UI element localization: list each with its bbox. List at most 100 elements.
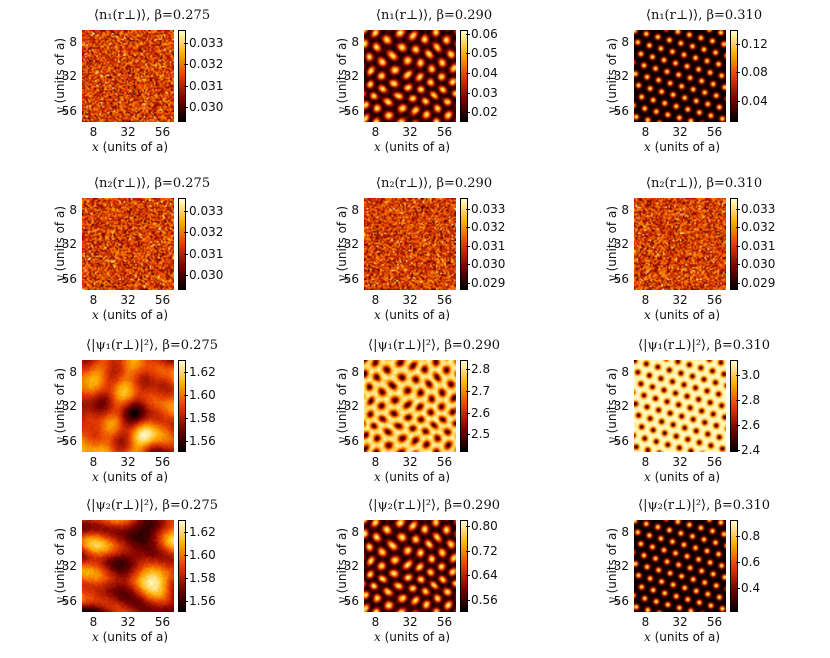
y-tick-label: 56 (61, 103, 77, 118)
heatmap-panel: ⟨n₁(r⊥)⟩, β=0.290 0.06 0.05 0.04 0.03 0.02 8 32… (330, 8, 570, 168)
y-axis-variable: y (335, 597, 349, 605)
colorbar-tick-label: 2.8 (465, 361, 491, 376)
x-axis-variable: x (643, 470, 651, 484)
y-axis-label: y (units of a) (605, 346, 619, 466)
colorbar-tick-label: 0.4 (735, 581, 761, 596)
y-tick-label: 32 (343, 399, 359, 413)
x-tick-label: 56 (154, 455, 171, 469)
y-axis-label: y (units of a) (605, 16, 619, 136)
x-axis-label: x (units of a) (622, 308, 742, 322)
x-tick-label: 8 (371, 615, 380, 629)
colorbar-tick-label: 1.56 (184, 593, 216, 608)
y-axis-unit: (units of a) (53, 367, 67, 434)
heatmap-image (634, 198, 726, 290)
x-axis-label: x (units of a) (70, 308, 190, 322)
x-tick-label: 56 (706, 455, 723, 469)
colorbar (178, 360, 186, 452)
x-axis-unit: (units of a) (102, 308, 169, 322)
y-axis-variable: y (335, 437, 349, 445)
y-tick-label: 8 (351, 364, 359, 379)
colorbar (460, 198, 468, 290)
y-axis-variable: y (53, 437, 67, 445)
x-tick-label: 32 (120, 615, 136, 629)
panel-title: ⟨|ψ₁(r⊥)|²⟩, β=0.290 (368, 338, 500, 353)
colorbar-tick-label: 0.64 (466, 568, 498, 583)
y-axis-variable: y (53, 275, 67, 283)
colorbar-tick-label: 0.030 (465, 257, 506, 272)
colorbar (178, 198, 186, 290)
panel-title: ⟨|ψ₂(r⊥)|²⟩, β=0.275 (86, 498, 218, 513)
x-axis-unit: (units of a) (102, 140, 169, 154)
x-axis-variable: x (373, 630, 381, 644)
heatmap-image (82, 30, 174, 122)
colorbar (730, 30, 738, 122)
colorbar-tick-label: 0.12 (736, 37, 768, 52)
y-tick-label: 56 (61, 593, 77, 608)
heatmap-panel: ⟨n₂(r⊥)⟩, β=0.275 0.033 0.032 0.031 0.030 8 32… (48, 176, 288, 336)
y-tick-label: 8 (69, 364, 77, 379)
heatmap-image (634, 30, 726, 122)
x-tick-label: 8 (89, 125, 98, 139)
y-tick-label: 56 (61, 271, 77, 286)
colorbar-tick-label: 3.0 (735, 367, 761, 382)
x-axis-label: x (units of a) (622, 470, 742, 484)
x-tick-label: 56 (436, 125, 453, 139)
heatmap-panel: ⟨n₂(r⊥)⟩, β=0.310 0.033 0.032 0.031 0.030 0.0… (600, 176, 830, 336)
y-tick-label: 32 (61, 399, 77, 413)
colorbar-tick-label: 2.8 (735, 392, 761, 407)
y-tick-label: 32 (61, 559, 77, 573)
colorbar-tick-label: 0.02 (466, 105, 498, 120)
y-axis-variable: y (53, 597, 67, 605)
x-tick-label: 56 (706, 125, 723, 139)
y-tick-label: 32 (343, 69, 359, 83)
x-tick-label: 32 (402, 293, 418, 307)
y-tick-label: 32 (613, 559, 629, 573)
colorbar-tick-label: 2.7 (465, 383, 491, 398)
y-axis-unit: (units of a) (335, 37, 349, 104)
x-tick-label: 8 (641, 125, 650, 139)
y-tick-label: 32 (343, 559, 359, 573)
x-tick-label: 8 (89, 615, 98, 629)
panel-title: ⟨n₁(r⊥)⟩, β=0.310 (645, 8, 763, 23)
x-axis-label: x (units of a) (352, 140, 472, 154)
y-axis-label: y (units of a) (605, 184, 619, 304)
colorbar-tick-label: 2.5 (465, 427, 491, 442)
colorbar-tick-label: 0.04 (466, 66, 498, 81)
x-tick-label: 56 (154, 615, 171, 629)
y-axis-variable: y (605, 437, 619, 445)
x-axis-variable: x (91, 470, 99, 484)
y-axis-unit: (units of a) (335, 205, 349, 272)
x-tick-label: 56 (706, 293, 723, 307)
x-tick-label: 8 (641, 455, 650, 469)
x-tick-label: 32 (120, 125, 136, 139)
colorbar-tick-label: 2.4 (735, 442, 761, 457)
heatmap-image (634, 520, 726, 612)
panel-title: ⟨n₂(r⊥)⟩, β=0.290 (375, 176, 493, 191)
panel-title: ⟨|ψ₁(r⊥)|²⟩, β=0.310 (638, 338, 770, 353)
y-tick-label: 32 (61, 69, 77, 83)
y-axis-variable: y (53, 107, 67, 115)
x-axis-unit: (units of a) (654, 308, 721, 322)
panel-title: ⟨n₂(r⊥)⟩, β=0.310 (645, 176, 763, 191)
colorbar-tick-label: 0.029 (735, 275, 776, 290)
colorbar-tick-label: 0.030 (183, 100, 224, 115)
x-axis-unit: (units of a) (384, 308, 451, 322)
colorbar-tick-label: 0.04 (736, 93, 768, 108)
colorbar (460, 360, 468, 452)
y-tick-label: 56 (343, 593, 359, 608)
y-axis-label: y (units of a) (53, 346, 67, 466)
colorbar-tick-label: 0.033 (735, 202, 776, 217)
y-tick-label: 32 (61, 237, 77, 251)
colorbar-tick-label: 0.56 (466, 592, 498, 607)
x-tick-label: 32 (672, 125, 688, 139)
heatmap-image (364, 360, 456, 452)
colorbar-tick-label: 0.029 (465, 275, 506, 290)
heatmap-panel: ⟨|ψ₁(r⊥)|²⟩, β=0.310 3.0 2.8 2.6 2.4 8 32 56 8 32… (600, 338, 830, 498)
colorbar (178, 520, 186, 612)
colorbar (460, 520, 468, 612)
y-tick-label: 8 (621, 34, 629, 49)
colorbar-tick-label: 1.56 (184, 433, 216, 448)
colorbar-tick-label: 2.6 (735, 417, 761, 432)
colorbar-tick-label: 0.6 (735, 555, 761, 570)
y-tick-label: 56 (613, 271, 629, 286)
